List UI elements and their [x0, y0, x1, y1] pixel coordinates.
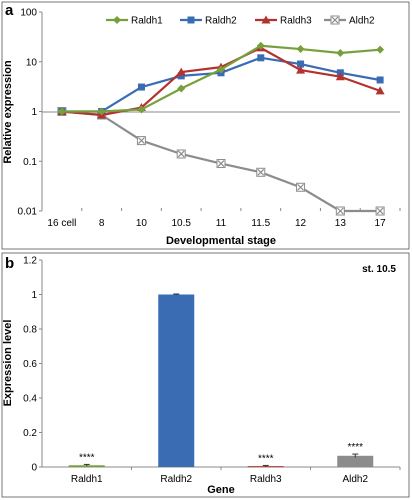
- data-point-raldh2: [137, 83, 145, 91]
- panel-b-bars: **** Raldh1 Raldh2 **** Raldh3 **** Aldh2: [68, 293, 401, 485]
- panel-a-x-axis-title: Developmental stage: [166, 235, 276, 247]
- panel-a-x-tick-label: 10.5: [171, 218, 191, 229]
- panel-a-x-tick-label: 11: [216, 218, 227, 229]
- data-point-aldh2: [375, 206, 385, 216]
- series-line-raldh3: [61, 46, 381, 117]
- legend-marker-aldh2-stroke-2: [331, 16, 339, 24]
- data-point-aldh2: [216, 159, 226, 169]
- significance-label-aldh2: ****: [347, 442, 363, 453]
- panel-a-x-tick-label: 13: [335, 218, 347, 229]
- data-point-aldh2: [296, 182, 306, 192]
- data-point-aldh2-stroke-2: [177, 150, 185, 158]
- panel-b-y-tick-label: 0.2: [23, 428, 37, 439]
- stage-label: st. 10.5: [362, 264, 396, 275]
- data-point-raldh1: [217, 65, 225, 74]
- legend-marker-raldh3: [261, 15, 271, 24]
- data-point-raldh3: [335, 72, 345, 81]
- panel-b-x-tick-label: Aldh2: [342, 474, 368, 485]
- data-point-raldh1: [336, 48, 345, 57]
- data-point-aldh2-stroke-2: [257, 168, 265, 176]
- panel-a-y-ticks: 0.01 0.1 1 10 100: [18, 8, 42, 218]
- panel-b-y-tick-label: 0.4: [23, 394, 37, 405]
- legend-label-raldh2: Raldh2: [205, 16, 237, 27]
- panel-a-x-tick-label: 10: [136, 218, 148, 229]
- panel-a-x-tick-label: 12: [295, 218, 307, 229]
- legend-marker-raldh1: [113, 16, 121, 24]
- panel-a-y-tick-label: 0.01: [18, 207, 38, 218]
- significance-label-raldh1: ****: [79, 452, 95, 463]
- legend-marker-raldh2: [187, 16, 195, 24]
- data-point-raldh2: [177, 72, 185, 80]
- panel-b-x-axis-title: Gene: [207, 484, 235, 496]
- data-point-raldh3: [176, 67, 186, 76]
- panel-a-y-tick-label: 1: [31, 107, 37, 118]
- panel-b-y-tick-label: 0: [31, 463, 37, 474]
- data-point-aldh2-stroke-2: [297, 183, 304, 191]
- legend-label-raldh3: Raldh3: [280, 16, 312, 27]
- panel-b-y-tick-label: 0.8: [23, 325, 37, 336]
- data-point-aldh2: [335, 206, 345, 216]
- series-line-raldh1: [61, 44, 381, 113]
- bar-aldh2: [337, 455, 374, 467]
- panel-a-y-tick-label: 10: [26, 57, 38, 68]
- data-point-raldh1: [376, 45, 385, 54]
- legend-label-raldh1: Raldh1: [131, 16, 163, 27]
- panel-b-x-tick-label: Raldh3: [250, 474, 282, 485]
- legend-marker-aldh2: [330, 15, 340, 25]
- data-point-aldh2-stroke-2: [376, 207, 384, 215]
- bar-raldh2: [158, 294, 195, 467]
- panel-b-y-tick-label: 1: [31, 290, 37, 301]
- panel-b-y-ticks: 0 0.2 0.4 0.6 0.8 1 1.2: [23, 256, 42, 474]
- legend-label-aldh2: Aldh2: [349, 16, 375, 27]
- panel-b-y-tick-label: 1.2: [23, 256, 37, 267]
- significance-label-raldh3: ****: [258, 453, 274, 464]
- panel-a-x-ticks: 16 cell 8 10 10.5 11 11.5 12 13 17: [47, 208, 401, 229]
- panel-a-series: [57, 41, 385, 216]
- data-point-raldh1: [97, 107, 106, 116]
- data-point-aldh2-stroke-2: [138, 137, 145, 145]
- data-point-raldh1: [256, 41, 265, 50]
- panel-b-border: [1, 252, 410, 498]
- data-point-raldh1: [177, 84, 186, 93]
- panel-a-label: a: [5, 2, 14, 19]
- data-point-raldh3: [296, 65, 306, 74]
- panel-a-y-tick-label: 0.1: [23, 157, 37, 168]
- panel-b-x-tick-label: Raldh1: [71, 474, 103, 485]
- data-point-aldh2: [176, 149, 186, 159]
- panel-a-x-tick-label: 8: [99, 218, 105, 229]
- data-point-raldh1: [137, 105, 146, 114]
- panel-a-legend: Raldh1 Raldh2 Raldh3 Aldh2: [106, 15, 375, 27]
- data-point-aldh2: [256, 167, 266, 177]
- panel-b-label: b: [5, 255, 14, 272]
- data-point-raldh2: [297, 60, 305, 68]
- panel-a-border: [1, 1, 410, 250]
- panel-a-x-tick-label: 17: [375, 218, 387, 229]
- data-point-raldh2: [376, 76, 384, 84]
- data-point-raldh3: [375, 86, 385, 95]
- panel-a-x-tick-label: 16 cell: [47, 218, 76, 229]
- panel-b-y-axis-title: Expression level: [2, 320, 14, 407]
- panel-a-y-tick-label: 100: [20, 8, 37, 19]
- panel-b-axes: [41, 260, 400, 468]
- panel-b-y-tick-label: 0.6: [23, 359, 37, 370]
- panel-b-x-tick-label: Raldh2: [160, 474, 192, 485]
- data-point-raldh2: [257, 54, 265, 62]
- data-point-raldh1: [57, 107, 66, 116]
- panel-a-x-tick-label: 11.5: [251, 218, 270, 229]
- data-point-aldh2-stroke-2: [217, 160, 225, 167]
- data-point-aldh2-stroke-2: [336, 207, 344, 215]
- panel-a-y-axis-title: Relative expression: [2, 60, 14, 164]
- data-point-aldh2: [136, 136, 146, 146]
- data-point-raldh1: [296, 45, 305, 54]
- panel-a: a 0.01 0.1 1 10 100 16 cell 8 10 10.5 11 11.5 12 13…: [1, 1, 410, 250]
- panel-b: b st. 10.5 0 0.2 0.4 0.6 0.8 1 1.2 **** Raldh1 R…: [1, 252, 410, 498]
